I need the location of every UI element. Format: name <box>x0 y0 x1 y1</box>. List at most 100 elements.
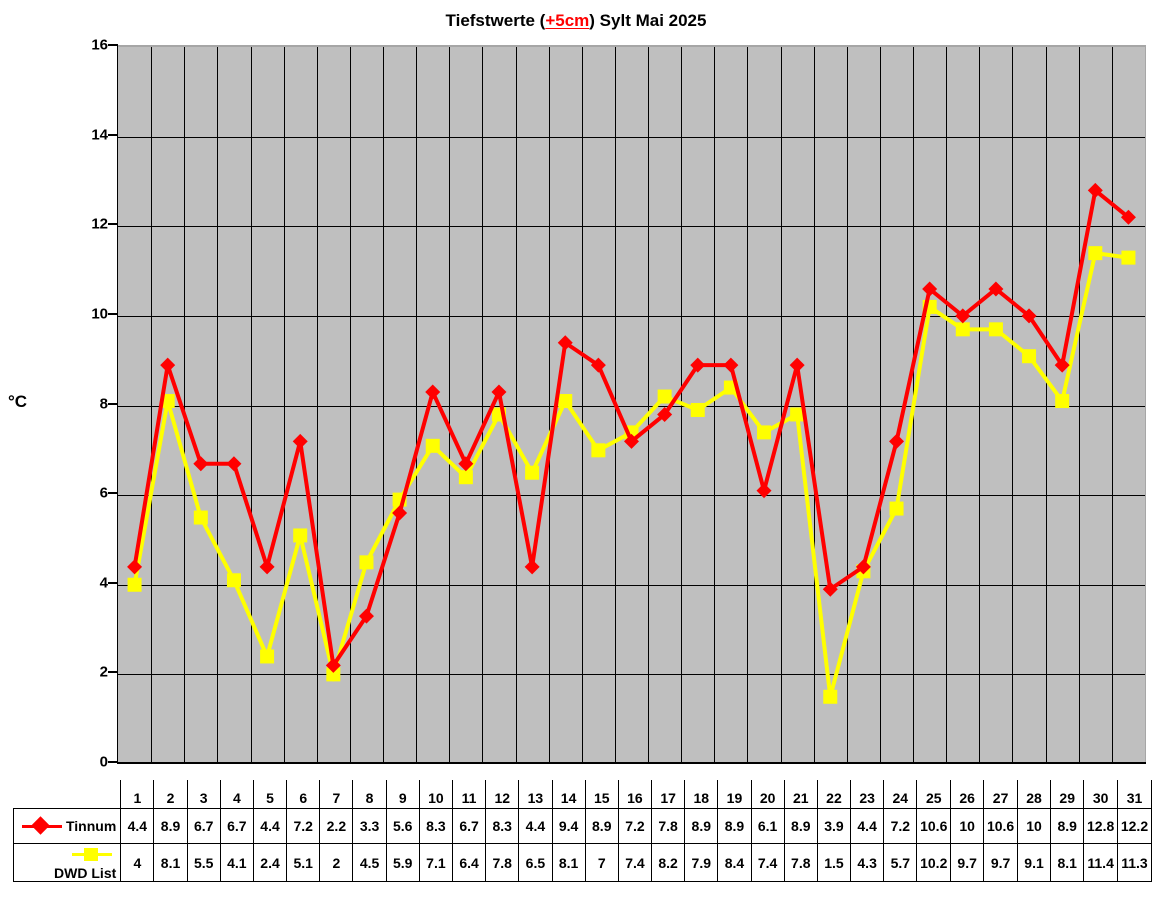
table-cell-value: 7.4 <box>750 842 785 883</box>
title-text-before: Tiefstwerte ( <box>445 11 546 30</box>
marker-diamond <box>889 433 905 449</box>
y-tick-label-14: 14 <box>91 126 108 144</box>
marker-square <box>690 402 705 417</box>
table-cell-value: 8.3 <box>418 808 453 844</box>
marker-diamond <box>292 433 308 449</box>
gridline-vertical <box>581 47 583 764</box>
gridline-vertical <box>1111 47 1113 764</box>
marker-diamond <box>425 384 441 400</box>
table-cell-value: 4.4 <box>252 808 288 844</box>
marker-square <box>558 394 573 409</box>
table-cell-value: 4.3 <box>850 842 885 883</box>
column-header-day: 11 <box>451 780 487 809</box>
table-cell-value: 6.5 <box>518 842 553 883</box>
marker-square <box>127 577 142 592</box>
marker-square <box>889 501 904 516</box>
marker-square <box>591 443 606 458</box>
y-tick-mark <box>108 402 118 405</box>
title-accent: +5cm <box>545 11 590 30</box>
gridline-vertical <box>780 47 782 764</box>
table-cell-value: 2.4 <box>252 842 288 883</box>
gridline-vertical <box>879 47 881 764</box>
column-header-day: 4 <box>219 780 254 809</box>
column-header-day: 10 <box>418 780 453 809</box>
legend-marker-diamond <box>31 816 50 835</box>
table-cell-value: 10.2 <box>916 842 952 883</box>
gridline-vertical <box>979 47 981 764</box>
marker-diamond <box>491 384 507 400</box>
marker-diamond <box>458 456 474 472</box>
gridline-vertical <box>1078 47 1080 764</box>
table-header-corner <box>13 780 121 809</box>
table-cell-value: 4.1 <box>219 842 254 883</box>
legend-key-dwd-list <box>70 844 114 864</box>
legend-label-dwd-list: DWD List <box>54 865 117 882</box>
table-cell-value: 10.6 <box>983 808 1018 844</box>
marker-square <box>260 649 275 664</box>
y-tick-mark <box>108 492 118 495</box>
legend-cell-tinnum: Tinnum <box>12 808 122 844</box>
gridline-horizontal <box>118 226 1145 228</box>
y-tick-label-2: 2 <box>99 663 108 681</box>
gridline-horizontal <box>118 136 1145 138</box>
marker-square <box>988 322 1003 337</box>
marker-square <box>1088 246 1103 261</box>
gridline-horizontal <box>118 674 1145 676</box>
table-cell-value: 7.4 <box>617 842 653 883</box>
gridline-vertical <box>383 47 385 764</box>
column-header-day: 14 <box>551 780 586 809</box>
table-cell-value: 5.9 <box>385 842 420 883</box>
table-cell-value: 9.4 <box>551 808 586 844</box>
column-header-day: 20 <box>750 780 785 809</box>
legend-key-tinnum <box>20 816 64 836</box>
y-tick-mark <box>108 312 118 315</box>
column-header-day: 7 <box>319 780 354 809</box>
column-header-day: 28 <box>1016 780 1052 809</box>
marker-square <box>657 389 672 404</box>
gridline-vertical <box>846 47 848 764</box>
marker-square <box>823 689 838 704</box>
gridline-vertical <box>1012 47 1014 764</box>
column-header-day: 13 <box>518 780 553 809</box>
column-header-day: 22 <box>816 780 852 809</box>
table-cell-value: 10 <box>950 808 985 844</box>
table-cell-value: 8.1 <box>551 842 586 883</box>
table-cell-value: 8.9 <box>1050 808 1085 844</box>
table-cell-value: 7.8 <box>485 842 520 883</box>
marker-square <box>359 555 374 570</box>
y-tick-mark <box>108 671 118 674</box>
y-tick-mark <box>108 581 118 584</box>
marker-diamond <box>590 357 606 373</box>
table-cell-value: 8.3 <box>485 808 520 844</box>
gridline-horizontal <box>118 315 1145 317</box>
marker-diamond <box>1054 357 1070 373</box>
marker-diamond <box>922 281 938 297</box>
marker-square <box>425 438 440 453</box>
table-cell-value: 1.5 <box>816 842 852 883</box>
table-cell-value: 4.4 <box>850 808 885 844</box>
table-cell-value: 7.9 <box>684 842 719 883</box>
table-cell-value: 8.1 <box>1050 842 1085 883</box>
table-cell-value: 6.7 <box>219 808 254 844</box>
column-header-day: 3 <box>186 780 221 809</box>
gridline-vertical <box>449 47 451 764</box>
marker-diamond <box>690 357 706 373</box>
y-tick-label-10: 10 <box>91 305 108 323</box>
column-header-day: 26 <box>950 780 985 809</box>
table-cell-value: 7.2 <box>883 808 918 844</box>
gridline-horizontal <box>118 405 1145 407</box>
marker-diamond <box>524 559 540 575</box>
table-cell-value: 9.7 <box>950 842 985 883</box>
plot-area <box>118 45 1146 764</box>
gridline-vertical <box>946 47 948 764</box>
column-header-day: 24 <box>883 780 918 809</box>
column-header-day: 2 <box>153 780 188 809</box>
gridline-vertical <box>416 47 418 764</box>
table-cell-value: 8.9 <box>783 808 818 844</box>
gridline-vertical <box>349 47 351 764</box>
marker-diamond <box>127 559 143 575</box>
marker-square <box>955 322 970 337</box>
column-header-day: 8 <box>352 780 387 809</box>
y-tick-label-8: 8 <box>99 395 108 412</box>
table-cell-value: 8.4 <box>717 842 752 883</box>
